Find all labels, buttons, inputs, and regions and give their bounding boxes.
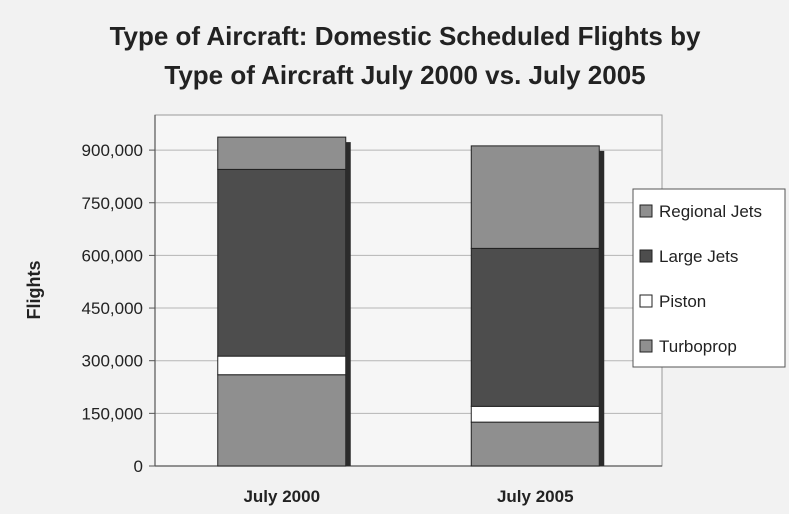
- bar-segment-large-jets: [470, 247, 600, 407]
- legend-entry-label: Piston: [659, 292, 706, 311]
- legend-swatch: [639, 249, 653, 263]
- y-tick-label: 600,000: [82, 246, 143, 265]
- y-tick-label: 450,000: [82, 299, 143, 318]
- y-tick-label: 900,000: [82, 141, 143, 160]
- bar-segment-regional-jets: [217, 136, 347, 170]
- bar-shadow: [599, 150, 605, 466]
- y-axis-label: Flights: [24, 261, 44, 320]
- bar-segment-piston: [217, 355, 347, 376]
- x-tick-label: July 2000: [243, 487, 320, 506]
- y-tick-label: 750,000: [82, 194, 143, 213]
- bar-segment-turboprop: [217, 374, 347, 467]
- y-tick-label: 300,000: [82, 352, 143, 371]
- legend-entry-label: Turboprop: [659, 337, 737, 356]
- legend: [632, 188, 786, 368]
- bar-shadow: [345, 142, 351, 466]
- legend-entry-label: Regional Jets: [659, 202, 762, 221]
- legend-entry-label: Large Jets: [659, 247, 738, 266]
- chart-title-line-2: Type of Aircraft July 2000 vs. July 2005: [164, 60, 645, 90]
- legend-swatch: [639, 294, 653, 308]
- legend-swatch: [639, 339, 653, 353]
- bar-segment-regional-jets: [470, 145, 600, 249]
- bar-segment-turboprop: [470, 421, 600, 467]
- bar-segment-large-jets: [217, 168, 347, 357]
- bar-segment-piston: [470, 405, 600, 423]
- chart-title-line-1: Type of Aircraft: Domestic Scheduled Fli…: [110, 21, 701, 51]
- y-tick-label: 150,000: [82, 404, 143, 423]
- y-tick-label: 0: [134, 457, 143, 476]
- x-tick-label: July 2005: [497, 487, 574, 506]
- legend-swatch: [639, 204, 653, 218]
